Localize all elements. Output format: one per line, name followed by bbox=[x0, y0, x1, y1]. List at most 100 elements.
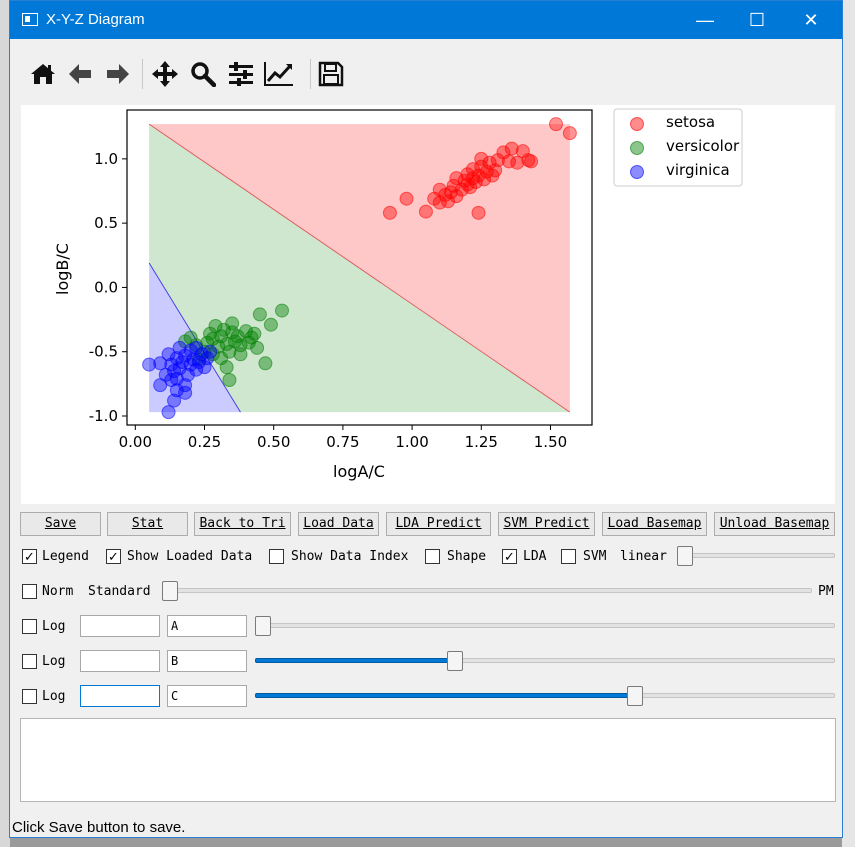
data-point-setosa bbox=[562, 126, 577, 141]
log-b-value-input[interactable] bbox=[80, 650, 160, 672]
minimize-button[interactable]: — bbox=[696, 10, 714, 30]
norm-end-label: PM bbox=[818, 584, 834, 599]
data-point-setosa bbox=[477, 172, 492, 187]
log-b-slider-handle[interactable] bbox=[446, 651, 463, 671]
title-bar: X-Y-Z Diagram — ☐ ✕ bbox=[10, 1, 842, 39]
log-b-checkbox[interactable] bbox=[22, 654, 37, 669]
app-window: X-Y-Z Diagram — ☐ ✕ bbox=[9, 0, 843, 838]
y-tick-label: -1.0 bbox=[89, 407, 118, 425]
kernel-slider[interactable] bbox=[677, 546, 835, 566]
data-point-versicolor bbox=[252, 307, 267, 322]
show-data-index-checkbox[interactable] bbox=[269, 549, 284, 564]
y-axis-label: logB/C bbox=[53, 243, 72, 295]
back-to-tri-button[interactable]: Back to Tri bbox=[194, 512, 291, 536]
maximize-button[interactable]: ☐ bbox=[748, 10, 766, 30]
y-tick-label: 0.5 bbox=[94, 214, 118, 232]
load-data-button[interactable]: Load Data bbox=[298, 512, 379, 536]
data-point-virginica bbox=[169, 371, 184, 386]
save-button[interactable]: Save bbox=[20, 512, 101, 536]
legend-marker-versicolor bbox=[630, 141, 644, 155]
log-a-name-input[interactable]: A bbox=[167, 615, 247, 637]
data-point-virginica bbox=[161, 405, 176, 420]
data-point-setosa bbox=[432, 182, 447, 197]
x-tick-label: 0.00 bbox=[119, 433, 152, 451]
norm-slider-handle[interactable] bbox=[162, 581, 178, 601]
save-figure-icon[interactable] bbox=[316, 57, 346, 91]
back-arrow-icon[interactable] bbox=[65, 57, 95, 91]
data-point-setosa bbox=[418, 204, 433, 219]
x-axis-label: logA/C bbox=[333, 462, 385, 481]
legend-checkbox[interactable]: ✓ bbox=[22, 549, 37, 564]
norm-mode-label: Standard bbox=[88, 584, 151, 599]
log-a-value-input[interactable] bbox=[80, 615, 160, 637]
legend-label-virginica: virginica bbox=[666, 161, 730, 179]
data-point-setosa bbox=[399, 191, 414, 206]
log-b-slider[interactable] bbox=[255, 651, 835, 671]
shape-checkbox[interactable] bbox=[425, 549, 440, 564]
show-data-index-label: Show Data Index bbox=[291, 549, 409, 564]
data-point-virginica bbox=[178, 385, 193, 400]
zoom-icon[interactable] bbox=[188, 57, 218, 91]
data-point-setosa bbox=[490, 153, 505, 168]
log-a-slider-handle[interactable] bbox=[255, 616, 271, 636]
data-point-versicolor bbox=[258, 356, 273, 371]
data-point-versicolor bbox=[247, 326, 262, 341]
pan-icon[interactable] bbox=[150, 57, 180, 91]
status-bar: Click Save button to save. bbox=[12, 819, 186, 836]
decision-boundary-0 bbox=[148, 123, 571, 413]
legend-label-versicolor: versicolor bbox=[666, 137, 740, 155]
unload-basemap-button[interactable]: Unload Basemap bbox=[714, 512, 835, 536]
norm-slider[interactable] bbox=[162, 581, 812, 601]
output-text-area[interactable] bbox=[20, 718, 836, 802]
log-c-slider-handle[interactable] bbox=[627, 686, 644, 706]
lda-predict-button[interactable]: LDA Predict bbox=[386, 512, 491, 536]
lda-checkbox[interactable]: ✓ bbox=[502, 549, 517, 564]
data-point-setosa bbox=[382, 205, 397, 220]
plot-frame bbox=[126, 109, 593, 426]
data-point-setosa bbox=[524, 154, 539, 169]
show-loaded-data-checkbox[interactable]: ✓ bbox=[106, 549, 121, 564]
log-a-checkbox[interactable] bbox=[22, 619, 37, 634]
svm-checkbox[interactable] bbox=[561, 549, 576, 564]
close-button[interactable]: ✕ bbox=[803, 10, 819, 30]
plot-canvas[interactable]: 0.00 0.25 0.50 0.75 1.00 1.25 1.50 -1.0 -0.5 0.0… bbox=[21, 105, 835, 504]
log-c-name-input[interactable]: C bbox=[167, 685, 247, 707]
log-b-label: Log bbox=[42, 654, 66, 669]
data-point-setosa bbox=[474, 151, 489, 166]
legend-marker-virginica bbox=[630, 165, 644, 179]
norm-checkbox[interactable] bbox=[22, 584, 37, 599]
home-icon[interactable] bbox=[28, 57, 58, 91]
legend-checkbox-label: Legend bbox=[42, 549, 89, 564]
data-point-versicolor bbox=[222, 373, 237, 387]
norm-label: Norm bbox=[42, 584, 74, 599]
svm-label: SVM bbox=[583, 549, 607, 564]
log-c-value-input[interactable] bbox=[80, 685, 160, 707]
load-basemap-button[interactable]: Load Basemap bbox=[602, 512, 707, 536]
data-point-virginica bbox=[172, 340, 187, 355]
data-point-setosa bbox=[454, 182, 469, 197]
forward-arrow-icon[interactable] bbox=[103, 57, 133, 91]
log-c-checkbox[interactable] bbox=[22, 689, 37, 704]
window-title: X-Y-Z Diagram bbox=[46, 11, 145, 28]
log-a-slider[interactable] bbox=[255, 616, 835, 636]
scatter-chart: 0.00 0.25 0.50 0.75 1.00 1.25 1.50 -1.0 -0.5 0.0… bbox=[53, 108, 743, 481]
legend-marker-setosa bbox=[630, 117, 644, 131]
x-tick-label: 0.50 bbox=[257, 433, 290, 451]
edit-axis-icon[interactable] bbox=[264, 57, 294, 91]
data-point-virginica bbox=[197, 360, 212, 375]
data-point-virginica bbox=[180, 367, 195, 382]
svm-predict-button[interactable]: SVM Predict bbox=[498, 512, 595, 536]
log-c-slider[interactable] bbox=[255, 686, 835, 706]
data-point-setosa bbox=[449, 171, 464, 186]
show-loaded-data-label: Show Loaded Data bbox=[127, 549, 253, 564]
log-b-name-input[interactable]: B bbox=[167, 650, 247, 672]
data-point-versicolor bbox=[225, 316, 240, 331]
kernel-slider-handle[interactable] bbox=[677, 546, 693, 566]
configure-subplots-icon[interactable] bbox=[226, 57, 256, 91]
legend: setosa versicolor virginica bbox=[613, 108, 743, 187]
data-point-virginica bbox=[142, 357, 157, 372]
x-tick-label: 0.75 bbox=[326, 433, 359, 451]
stat-button[interactable]: Stat bbox=[107, 512, 188, 536]
x-tick-label: 1.50 bbox=[534, 433, 567, 451]
y-tick-label: -0.5 bbox=[89, 343, 118, 361]
